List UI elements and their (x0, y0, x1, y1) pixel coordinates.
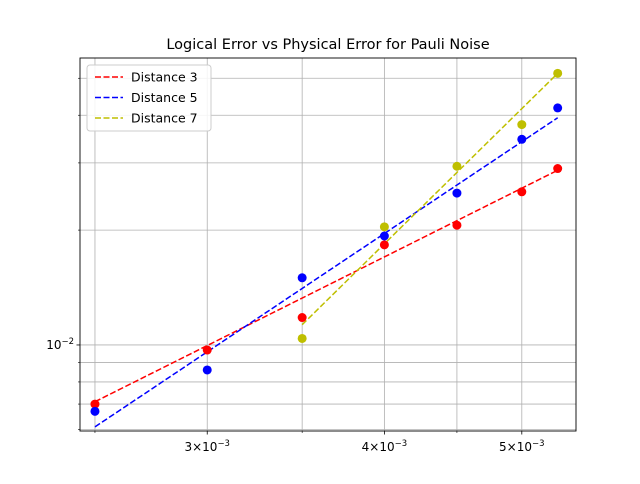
chart-title: Logical Error vs Physical Error for Paul… (166, 37, 489, 53)
data-point (553, 164, 563, 174)
data-point (553, 68, 563, 78)
data-point (90, 399, 100, 409)
data-point (517, 187, 527, 197)
data-point (379, 240, 389, 250)
data-point (202, 345, 212, 355)
axis-ticks: 3×10−3 4×10−3 5×10−3 10−2 (46, 77, 545, 454)
legend-label: Distance 3 (131, 70, 198, 85)
data-point (452, 161, 462, 171)
data-points (90, 68, 563, 416)
y-tick-label: 10−2 (46, 337, 74, 352)
legend-box (86, 64, 212, 132)
data-point (517, 120, 527, 130)
data-point (202, 365, 212, 375)
data-point (297, 313, 307, 323)
x-tick-label: 4×10−3 (362, 439, 408, 454)
data-point (297, 333, 307, 343)
data-point (379, 231, 389, 241)
data-point (297, 273, 307, 283)
data-point (90, 406, 100, 416)
plot-frame (79, 57, 577, 432)
fit-line (94, 169, 559, 403)
grid-lines (80, 58, 576, 431)
legend: Distance 3 Distance 5 Distance 7 (86, 64, 212, 132)
data-point (452, 220, 462, 230)
data-point (379, 222, 389, 232)
data-point (517, 134, 527, 144)
data-point (553, 103, 563, 113)
fit-line (94, 117, 559, 428)
legend-label: Distance 7 (131, 111, 198, 126)
data-point (452, 188, 462, 198)
legend-label: Distance 5 (131, 90, 198, 105)
fit-lines (94, 72, 559, 428)
x-tick-label: 5×10−3 (499, 439, 545, 454)
fit-line (301, 72, 559, 326)
x-tick-label: 3×10−3 (184, 439, 230, 454)
